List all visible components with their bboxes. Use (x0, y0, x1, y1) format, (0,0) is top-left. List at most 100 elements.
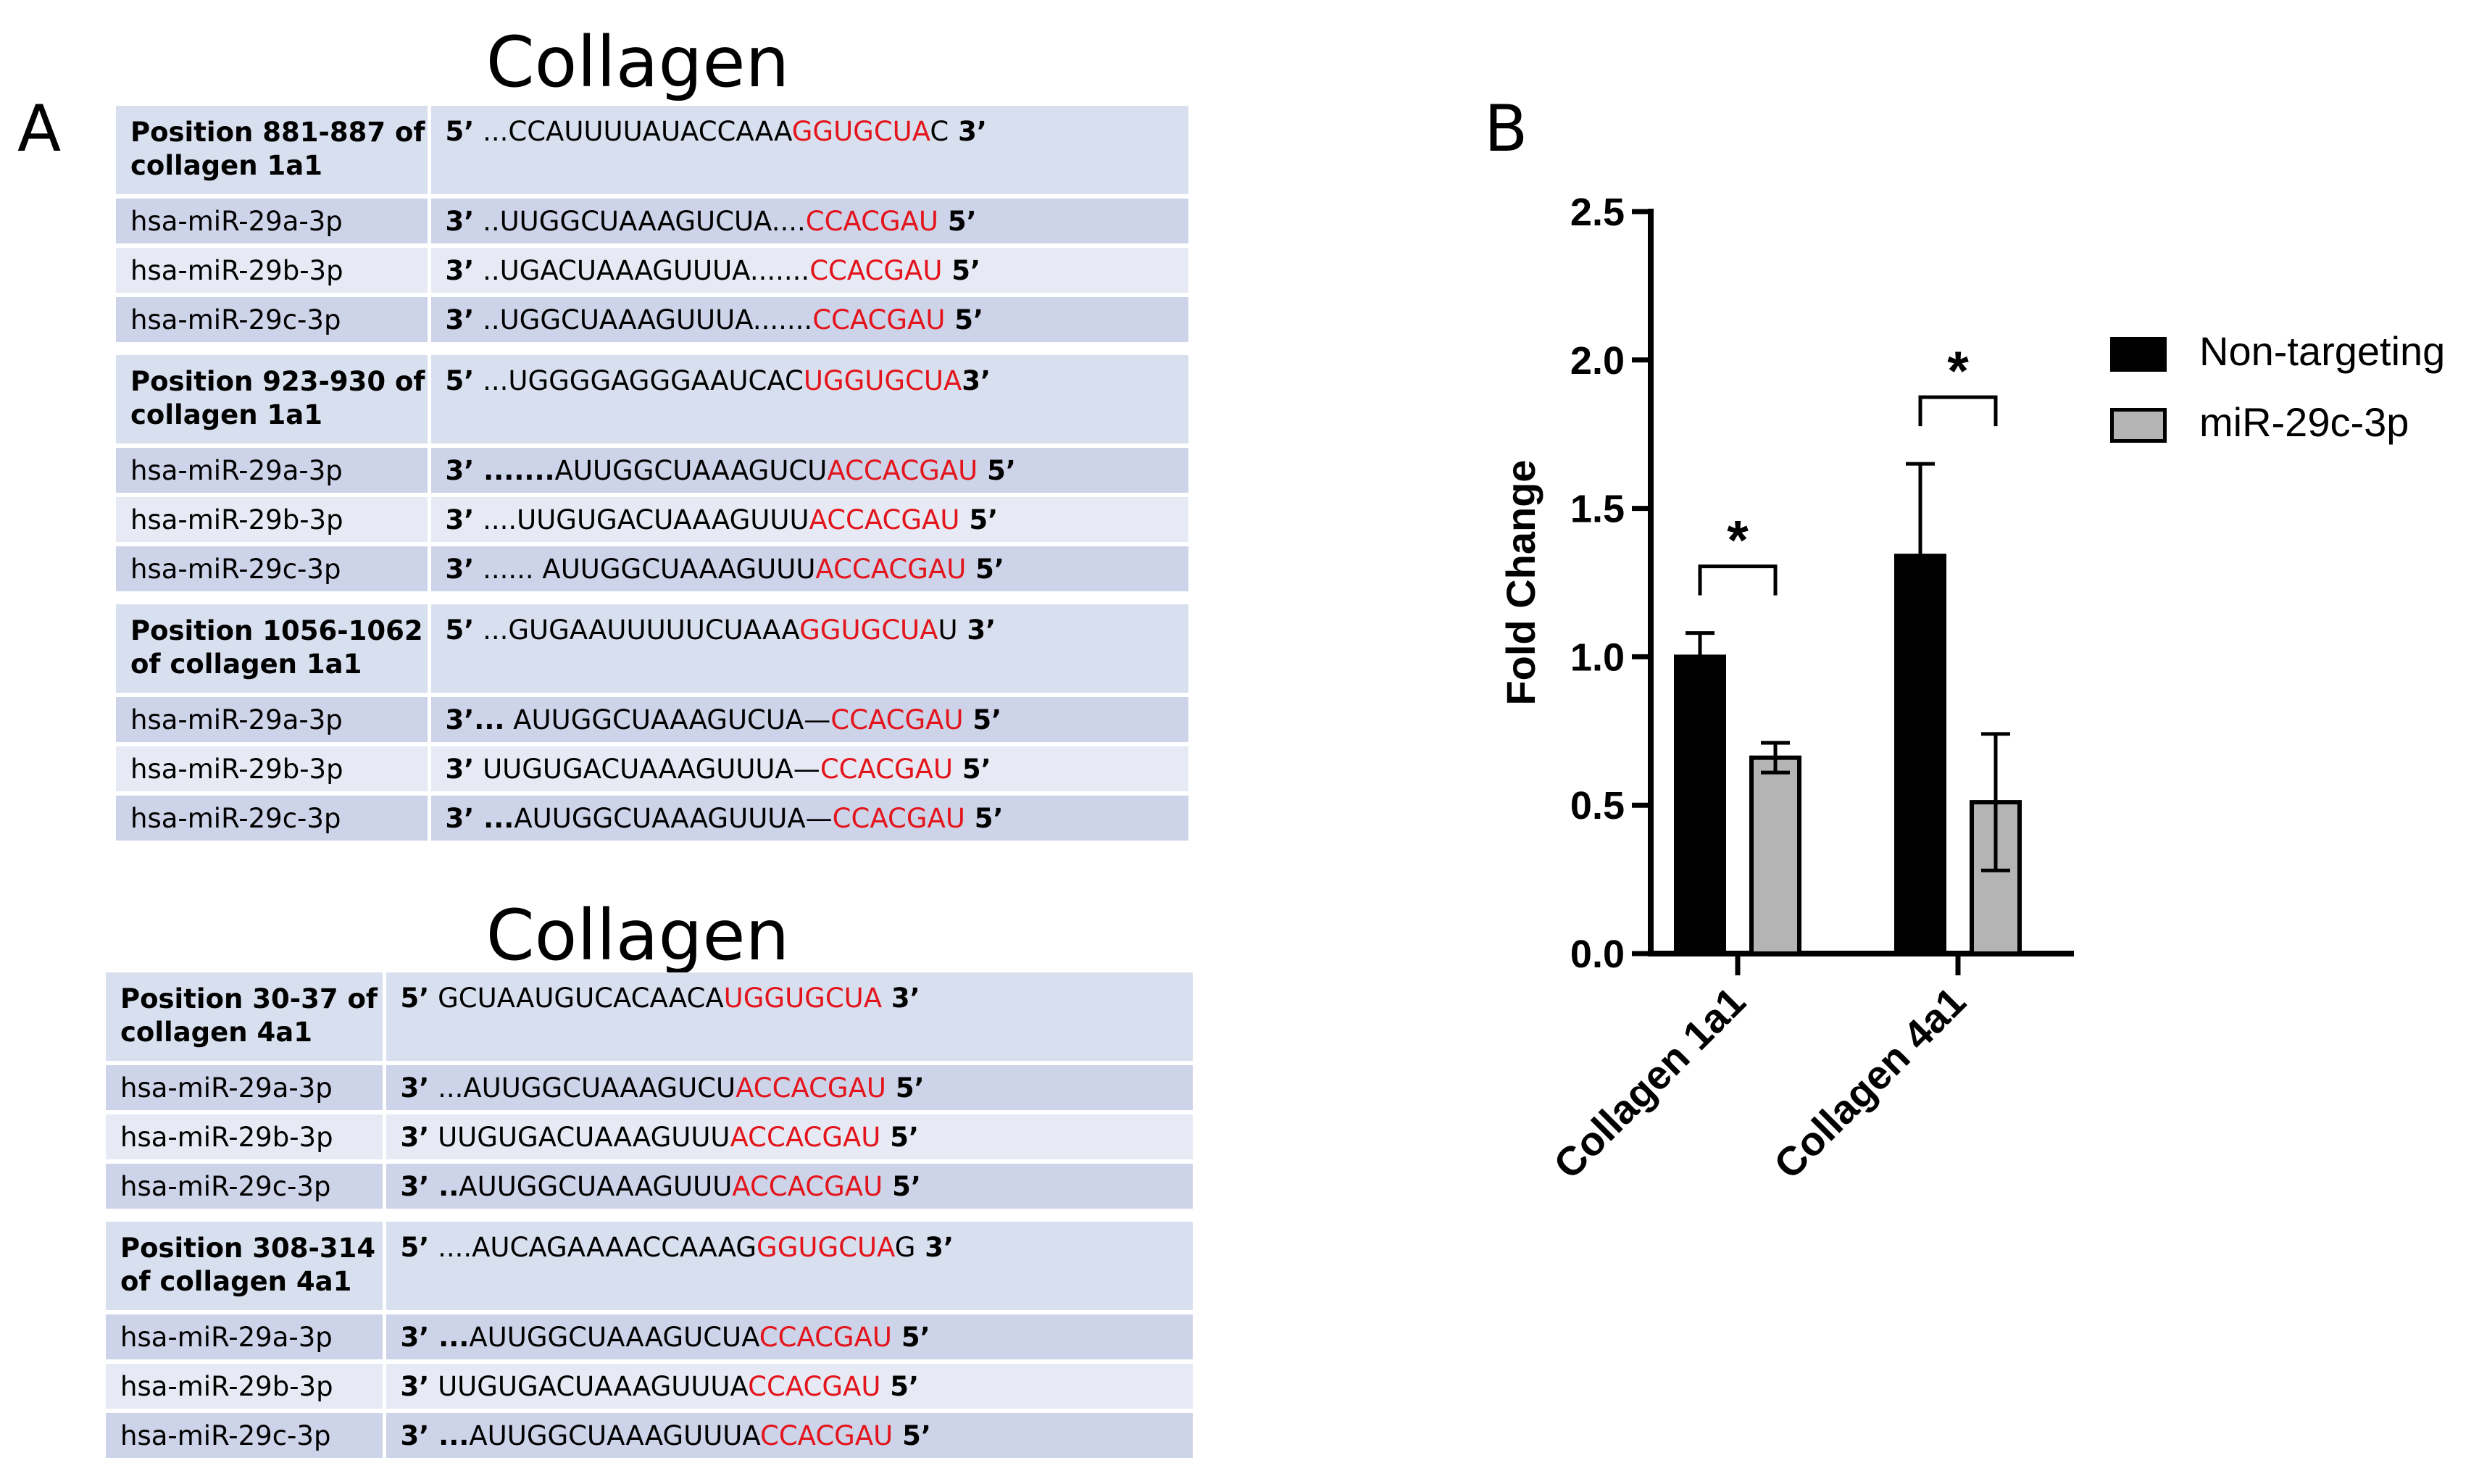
mirna-row: hsa-miR-29a-3p 3’ ...AUUGGCUAAAGUCUACCACG… (106, 1310, 1193, 1362)
alignment-group: Position 1056-1062 of collagen 1a1 5’ ...… (116, 604, 1188, 841)
mirna-name: hsa-miR-29b-3p (116, 493, 431, 544)
bar-mir-29c-3p (1749, 755, 1801, 956)
mirna-row: hsa-miR-29b-3p 3’ UUGUGACUAAAGUUUACCACGAU… (106, 1359, 1193, 1411)
prime-3-label: 3’ (445, 553, 475, 585)
target-sequence: 5’ ...CCAUUUUAUACCAAAGGUGCUAC 3’ (429, 106, 1188, 196)
bar-non-targeting (1674, 654, 1726, 956)
prime-3-label: 3’ (949, 116, 987, 147)
target-position-label: Position 923-930 of collagen 1a1 (116, 355, 431, 446)
prime-5-label: 5’ (938, 205, 977, 237)
prime-3-label: 3’ (445, 753, 475, 785)
prime-3-label: 3’ (445, 504, 475, 535)
seed-match-highlight: CCACGAU (809, 254, 943, 286)
prime-5-label: 5’ (400, 983, 430, 1014)
sequence-text: AUUGGCUAAAGUCUA (469, 1321, 759, 1353)
target-site-row: Position 881-887 of collagen 1a1 5’ ...CC… (116, 106, 1188, 196)
prime-3-label: 3’ (445, 254, 475, 286)
y-tick-label: 0.5 (1570, 784, 1625, 828)
prime-5-label: 5’ (400, 1232, 430, 1263)
prime-5-label: 5’ (942, 254, 981, 286)
seed-match-highlight: CCACGAU (748, 1370, 881, 1402)
prime-3-label: 3’... (445, 704, 505, 735)
prime-3-label: 3’ ... (400, 1321, 470, 1353)
mirna-row: hsa-miR-29c-3p 3’ ...AUUGGCUAAAGUUUA—CCAC… (116, 791, 1188, 841)
seed-match-highlight: ACCACGAU (736, 1072, 886, 1104)
sequence-text: ...CCAUUUUAUACCAAA (474, 116, 792, 147)
x-tick-label: Collagen 1a1 (1545, 978, 1754, 1188)
sequence-text: AUUGGCUAAAGUCU (554, 454, 828, 486)
seed-match-highlight: GGUGCUA (799, 614, 938, 646)
mirna-name: hsa-miR-29a-3p (116, 693, 431, 744)
mirna-sequence: 3’ .......AUUGGCUAAAGUCUACCACGAU 5’ (429, 443, 1188, 495)
prime-5-label: 5’ (886, 1072, 925, 1104)
mirna-sequence: 3’ UUGUGACUAAAGUUUACCACGAU 5’ (384, 1359, 1193, 1411)
prime-3-label: 3’ (445, 304, 475, 335)
mirna-sequence: 3’ UUGUGACUAAAGUUUA—CCACGAU 5’ (429, 742, 1188, 793)
sequence-text: U (938, 614, 958, 646)
mirna-name: hsa-miR-29c-3p (106, 1409, 386, 1458)
sequence-text: AUUGGCUAAAGUCUA— (504, 704, 831, 735)
mirna-sequence: 3’ ..UUGGCUAAAGUCUA....CCACGAU 5’ (429, 194, 1188, 246)
sequence-text: AUUGGCUAAAGUUUA (469, 1420, 761, 1451)
seed-match-highlight: ACCACGAU (827, 454, 978, 486)
seed-match-highlight: ACCACGAU (730, 1121, 881, 1153)
mirna-row: hsa-miR-29a-3p 3’... AUUGGCUAAAGUCUA—CCAC… (116, 693, 1188, 744)
y-tick-label: 0.0 (1570, 933, 1625, 976)
mirna-row: hsa-miR-29a-3p 3’ .......AUUGGCUAAAGUCUAC… (116, 443, 1188, 495)
seed-match-highlight: GGUGCUA (757, 1232, 895, 1263)
sequence-text: ..UGGCUAAAGUUUA....... (474, 304, 813, 335)
prime-5-label: 5’ (880, 1370, 920, 1402)
prime-3-label: 3’ .. (400, 1170, 459, 1202)
mirna-name: hsa-miR-29b-3p (116, 243, 431, 295)
y-tick-label: 1.0 (1570, 635, 1625, 679)
target-position-label: Position 30-37 of collagen 4a1 (106, 972, 386, 1063)
seed-match-highlight: CCACGAU (820, 753, 954, 785)
legend-swatch-non-targeting (2110, 337, 2167, 372)
seed-match-highlight: ACCACGAU (815, 553, 967, 585)
alignment-group: Position 308-314 of collagen 4a1 5’ ....A… (106, 1222, 1193, 1458)
mirna-name: hsa-miR-29b-3p (106, 1110, 386, 1162)
mirna-name: hsa-miR-29c-3p (116, 542, 431, 591)
seed-match-highlight: CCACGAU (760, 1420, 893, 1451)
mirna-name: hsa-miR-29a-3p (116, 443, 431, 495)
target-sequence: 5’ ...GUGAAUUUUUCUAAAGGUGCUAU 3’ (429, 604, 1188, 695)
mirna-name: hsa-miR-29c-3p (116, 791, 431, 841)
seed-match-highlight: ACCACGAU (809, 504, 960, 535)
prime-3-label: 3’ (957, 614, 996, 646)
mirna-row: hsa-miR-29c-3p 3’ ..AUUGGCUAAAGUUUACCACGA… (106, 1159, 1193, 1209)
prime-3-label: 3’ (915, 1232, 954, 1263)
target-site-row: Position 30-37 of collagen 4a1 5’ GCUAAUG… (106, 972, 1193, 1063)
bar-non-targeting (1894, 554, 1946, 956)
prime-3-label: 3’ ... (445, 802, 514, 834)
prime-3-label: 3’ (400, 1370, 430, 1402)
sequence-text: GCUAAUGUCACAACA (429, 983, 724, 1014)
sequence-text: UUGUGACUAAAGUUUA— (474, 753, 820, 785)
mirna-sequence: 3’ ..AUUGGCUAAAGUUUACCACGAU 5’ (384, 1159, 1193, 1209)
significance-bracket (1698, 564, 1778, 596)
sequence-text: C (930, 116, 949, 147)
mirna-row: hsa-miR-29a-3p 3’ ..UUGGCUAAAGUCUA....CCA… (116, 194, 1188, 246)
x-tick-label: Collagen 4a1 (1765, 978, 1975, 1188)
seed-match-highlight: UGGUGCUA (723, 983, 883, 1014)
mirna-row: hsa-miR-29b-3p 3’ UUGUGACUAAAGUUUA—CCACGA… (116, 742, 1188, 793)
prime-3-label: 3’ (400, 1072, 430, 1104)
prime-5-label: 5’ (945, 304, 984, 335)
mirna-sequence: 3’ ...AUUGGCUAAAGUUUA—CCACGAU 5’ (429, 791, 1188, 841)
seed-match-highlight: CCACGAU (830, 704, 964, 735)
sequence-text: ..UGACUAAAGUUUA....... (474, 254, 810, 286)
mirna-sequence: 3’ ...AUUGGCUAAAGUCUACCACGAU 5’ (384, 1061, 1193, 1112)
prime-5-label: 5’ (445, 116, 475, 147)
mirna-name: hsa-miR-29a-3p (106, 1061, 386, 1112)
seed-match-highlight: CCACGAU (759, 1321, 892, 1353)
prime-5-label: 5’ (445, 614, 475, 646)
prime-3-label: 3’ (882, 983, 920, 1014)
mirna-sequence: 3’ ....UUGUGACUAAAGUUUACCACGAU 5’ (429, 493, 1188, 544)
mirna-name: hsa-miR-29c-3p (116, 293, 431, 342)
sequence-text: ...UGGGGAGGGAAUCAC (474, 365, 804, 396)
mirna-sequence: 3’ UUGUGACUAAAGUUUACCACGAU 5’ (384, 1110, 1193, 1162)
mirna-row: hsa-miR-29b-3p 3’ UUGUGACUAAAGUUUACCACGAU… (106, 1110, 1193, 1162)
sequence-text: UUGUGACUAAAGUUUA (429, 1370, 749, 1402)
mirna-row: hsa-miR-29c-3p 3’ ...AUUGGCUAAAGUUUACCACG… (106, 1409, 1193, 1458)
legend-swatch-mir-29c-3p (2110, 408, 2167, 443)
